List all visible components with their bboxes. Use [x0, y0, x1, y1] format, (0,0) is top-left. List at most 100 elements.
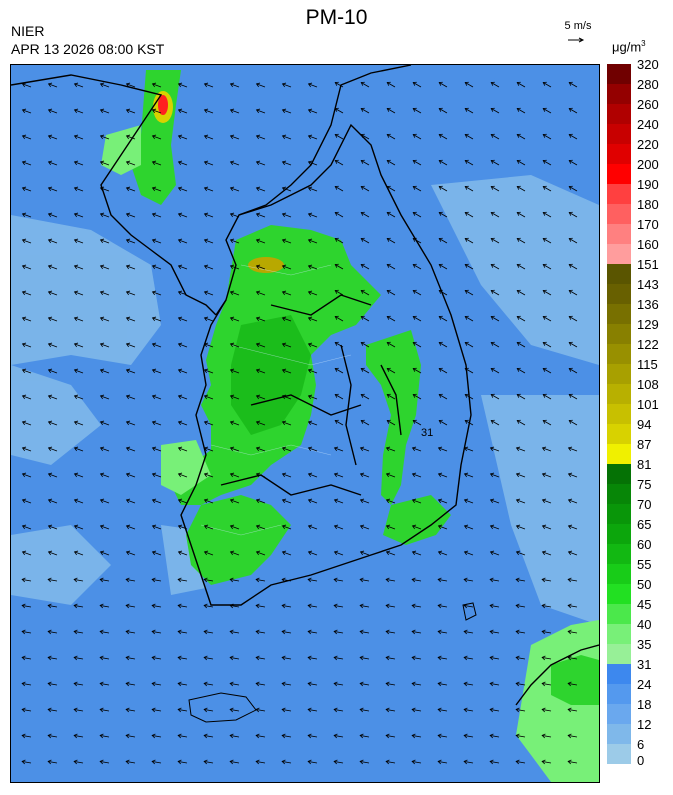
colorbar-tick-label: 55 [637, 557, 652, 572]
wind-arrow [567, 655, 578, 661]
wind-arrow [73, 368, 84, 374]
wind-arrow [359, 446, 370, 452]
wind-arrow [438, 341, 448, 348]
wind-arrow [567, 446, 578, 452]
wind-arrow [177, 707, 188, 713]
wind-arrow [229, 524, 240, 530]
wind-arrow [568, 159, 578, 166]
wind-arrow [567, 707, 578, 713]
colorbar-segment [607, 604, 631, 624]
wind-arrow [125, 290, 136, 296]
wind-arrow [334, 81, 344, 88]
wind-arrow [125, 82, 136, 88]
colorbar-segment [607, 664, 631, 684]
wind-arrow [438, 133, 448, 140]
wind-arrow [203, 498, 214, 504]
wind-arrow [516, 107, 526, 114]
wind-arrow [360, 107, 370, 114]
wind-arrow [307, 368, 318, 374]
wind-arrow [542, 81, 552, 88]
wind-arrow [229, 82, 240, 88]
wind-arrow [464, 133, 474, 140]
wind-arrow [125, 603, 136, 609]
wind-arrow [333, 550, 344, 556]
colorbar-tick-label: 0 [637, 753, 645, 768]
wind-arrow [359, 629, 370, 635]
wind-arrow [438, 237, 448, 244]
wind-arrow [360, 237, 370, 244]
wind-arrow [334, 263, 344, 270]
wind-arrow [334, 107, 344, 114]
wind-arrow [541, 681, 552, 687]
wind-arrow [568, 367, 578, 374]
colorbar-segment [607, 744, 631, 764]
wind-arrow [151, 681, 162, 687]
wind-arrow [21, 134, 32, 140]
wind-arrow [21, 603, 32, 609]
wind-arrow [125, 550, 136, 556]
wind-arrow [255, 472, 266, 478]
colorbar-segment [607, 204, 631, 224]
pm10-concentration-map[interactable]: 31 [10, 64, 600, 783]
wind-arrow [47, 420, 58, 426]
unit-label: μg/m3 [612, 39, 646, 54]
wind-arrow [438, 159, 448, 166]
wind-arrow [360, 211, 370, 218]
wind-arrow [229, 316, 240, 322]
wind-arrow [281, 681, 292, 687]
wind-arrow [99, 238, 110, 244]
wind-arrow [203, 134, 214, 140]
wind-arrow [177, 160, 188, 166]
wind-arrow [47, 264, 58, 270]
wind-arrow [542, 341, 552, 348]
wind-arrow [151, 524, 162, 530]
wind-arrow [542, 185, 552, 192]
wind-arrow [386, 367, 396, 374]
wind-arrow [203, 759, 214, 765]
wind-arrow [151, 108, 162, 114]
colorbar-segment [607, 484, 631, 504]
wind-arrow [567, 577, 578, 583]
wind-arrow [203, 264, 214, 270]
wind-arrow [463, 681, 474, 687]
wind-arrow [229, 238, 240, 244]
wind-arrow [281, 108, 292, 114]
wind-arrow [489, 603, 500, 609]
wind-arrow [229, 707, 240, 713]
wind-arrow [464, 393, 474, 400]
wind-arrow [385, 550, 396, 556]
wind-arrow [281, 655, 292, 661]
wind-arrow [99, 82, 110, 88]
wind-arrow [177, 264, 188, 270]
wind-arrow [515, 707, 526, 713]
wind-arrow [489, 550, 500, 556]
wind-arrow [21, 368, 32, 374]
wind-arrow [151, 733, 162, 739]
wind-arrow [360, 367, 370, 374]
wind-arrow [568, 341, 578, 348]
wind-arrow [307, 707, 318, 713]
wind-arrow [99, 264, 110, 270]
wind-arrow [177, 498, 188, 504]
wind-arrow [307, 681, 318, 687]
wind-arrow [125, 707, 136, 713]
wind-arrow [412, 159, 422, 166]
wind-arrow [125, 134, 136, 140]
wind-arrow [47, 212, 58, 218]
wind-arrow [255, 524, 266, 530]
colorbar-tick-label: 35 [637, 637, 652, 652]
wind-arrow [281, 446, 292, 452]
agency-label: NIER [11, 23, 45, 39]
wind-arrow [47, 186, 58, 192]
wind-arrow [229, 446, 240, 452]
wind-arrow [99, 134, 110, 140]
wind-arrow [437, 759, 448, 765]
wind-arrow [386, 315, 396, 322]
wind-arrow [412, 211, 422, 218]
colorbar-tick-label: 94 [637, 417, 652, 432]
wind-arrow [177, 212, 188, 218]
wind-arrow [177, 186, 188, 192]
wind-arrow [47, 681, 58, 687]
wind-arrow [203, 524, 214, 530]
wind-arrow [385, 524, 396, 530]
